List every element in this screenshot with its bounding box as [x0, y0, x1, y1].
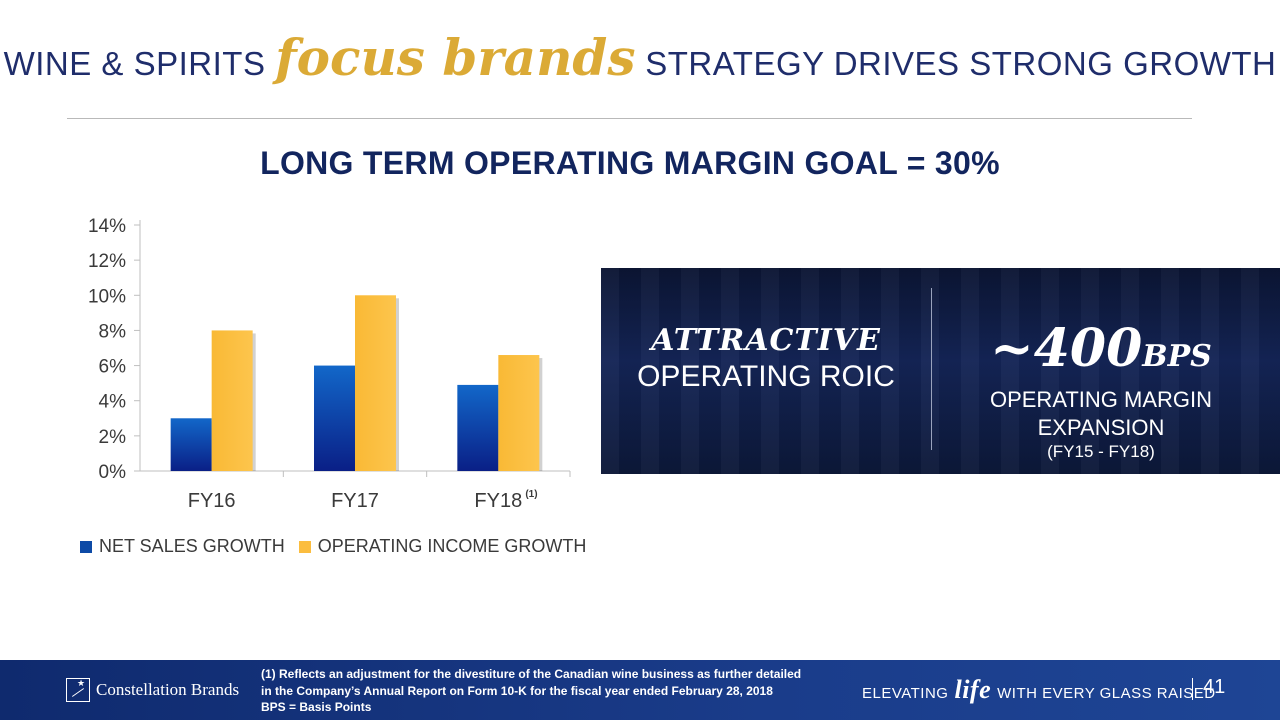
footnote-line-3: BPS = Basis Points	[261, 700, 372, 714]
margin-unit: BPS	[1142, 339, 1212, 374]
company-logo: Constellation Brands	[66, 678, 239, 702]
y-tick-label: 6%	[99, 357, 127, 378]
bar-net-sales-growth	[457, 384, 499, 471]
legend-swatch-operating-income	[298, 540, 311, 553]
legend-item-operating-income: OPERATING INCOME GROWTH	[298, 536, 587, 557]
roic-label: OPERATING ROIC	[637, 360, 895, 393]
y-tick-label: 0%	[99, 462, 127, 483]
highlight-panel: ATTRACTIVE OPERATING ROIC ~400BPS OPERAT…	[601, 268, 1280, 474]
bar-operating-income-growth	[211, 330, 253, 471]
footer-bar: Constellation Brands (1) Reflects an adj…	[0, 660, 1280, 720]
bar-operating-income-growth	[498, 355, 540, 471]
y-tick-label: 8%	[99, 321, 127, 342]
y-tick-label: 10%	[88, 286, 126, 307]
tagline: ELEVATING life WITH EVERY GLASS RAISED	[862, 675, 1216, 705]
roic-callout: ATTRACTIVE OPERATING ROIC	[611, 323, 921, 394]
panel-divider	[931, 288, 932, 450]
company-name: Constellation Brands	[96, 680, 240, 699]
margin-label-line1: OPERATING MARGIN	[989, 387, 1213, 412]
title-prefix: WINE & SPIRITS	[3, 45, 266, 82]
legend-label-net-sales: NET SALES GROWTH	[99, 536, 285, 556]
footnote-line-2: in the Company’s Annual Report on Form 1…	[261, 683, 773, 698]
tagline-prefix: ELEVATING	[862, 685, 949, 702]
chart-legend: NET SALES GROWTH OPERATING INCOME GROWTH	[80, 536, 586, 557]
x-tick-label: FY17	[331, 490, 379, 512]
y-tick-label: 4%	[99, 392, 127, 413]
growth-bar-chart: 0% 2% 4% 6% 8% 10% 12% 14% FY16 FY17 FY18 (1)	[88, 216, 571, 512]
legend-item-net-sales: NET SALES GROWTH	[80, 536, 285, 557]
legend-swatch-net-sales	[80, 540, 92, 553]
page-number-divider	[1192, 678, 1193, 700]
page-number: 41	[1203, 676, 1226, 698]
legend-label-operating-income: OPERATING INCOME GROWTH	[317, 536, 587, 556]
x-tick-label: FY18	[474, 490, 522, 512]
tagline-life: life	[954, 675, 992, 704]
bar-net-sales-growth	[170, 418, 212, 471]
y-tick-label: 12%	[88, 251, 126, 272]
margin-value: ~400	[990, 318, 1143, 379]
bar-operating-income-growth	[355, 295, 396, 471]
x-tick-footnote: (1)	[525, 489, 537, 500]
margin-label-line2: EXPANSION	[1037, 415, 1165, 440]
star-logo-icon	[66, 678, 90, 702]
panel-background	[601, 268, 1280, 474]
page-title: WINE & SPIRITS focus brands STRATEGY DRI…	[0, 28, 1280, 87]
y-tick-label: 14%	[88, 216, 126, 237]
x-tick-label: FY16	[188, 490, 236, 512]
title-accent: focus brands	[275, 28, 636, 87]
page-subtitle: LONG TERM OPERATING MARGIN GOAL = 30%	[260, 145, 1000, 181]
title-divider	[67, 118, 1192, 119]
footnote-line-1: (1) Reflects an adjustment for the dives…	[261, 667, 802, 681]
margin-period: (FY15 - FY18)	[1047, 442, 1155, 461]
margin-callout: ~400BPS OPERATING MARGIN EXPANSION (FY15…	[941, 320, 1261, 462]
tagline-suffix: WITH EVERY GLASS RAISED	[997, 685, 1216, 702]
y-tick-label: 2%	[99, 427, 127, 448]
footnote: (1) Reflects an adjustment for the dives…	[261, 666, 801, 716]
roic-headline: ATTRACTIVE	[651, 323, 881, 358]
title-suffix: STRATEGY DRIVES STRONG GROWTH	[645, 45, 1277, 82]
bar-net-sales-growth	[314, 365, 355, 471]
